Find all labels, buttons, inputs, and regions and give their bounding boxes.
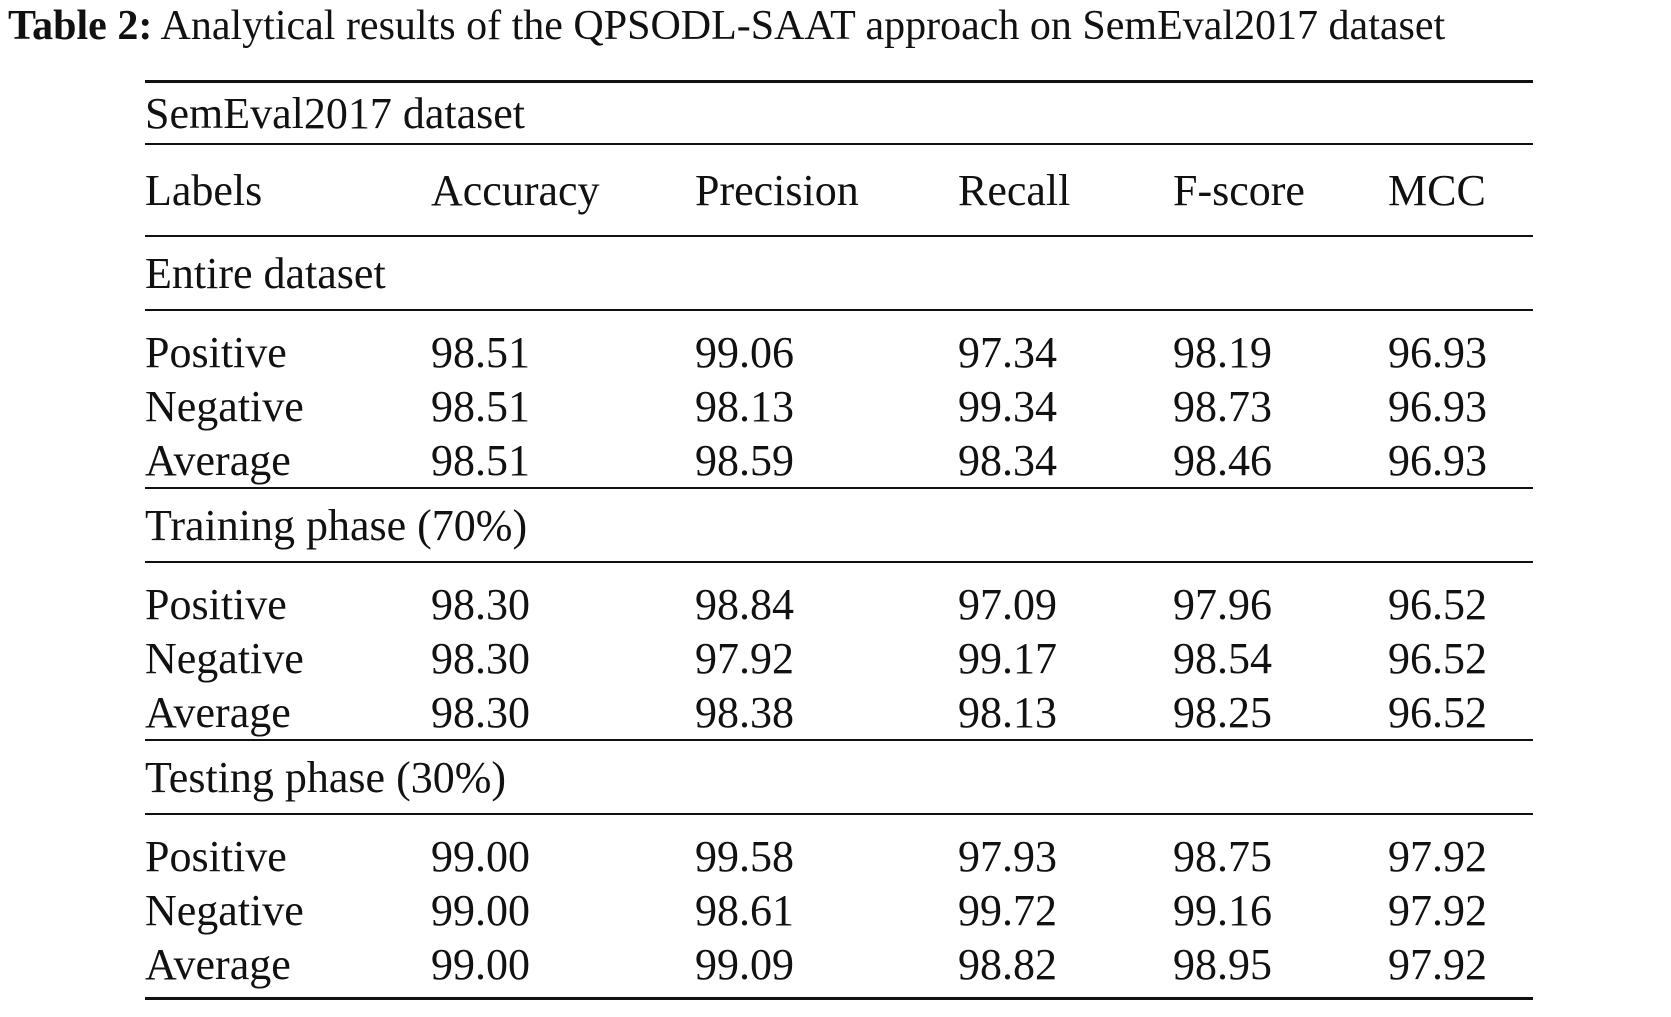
table-row: Average 98.51 98.59 98.34 98.46 96.93 — [145, 433, 1533, 488]
cell-mcc: 96.93 — [1388, 381, 1487, 431]
cell-recall: 99.34 — [958, 381, 1057, 431]
cell-recall: 98.13 — [958, 687, 1057, 737]
cell-f-score: 98.54 — [1173, 633, 1272, 683]
row-label: Positive — [145, 831, 287, 881]
table-row: Positive 99.00 99.58 97.93 98.75 97.92 — [145, 814, 1533, 883]
cell-accuracy: 98.51 — [431, 381, 530, 431]
row-label: Average — [145, 687, 291, 737]
row-label: Average — [145, 939, 291, 989]
column-header-labels: Labels — [145, 143, 431, 237]
row-label: Negative — [145, 633, 304, 683]
cell-accuracy: 98.51 — [431, 327, 530, 377]
cell-accuracy: 98.51 — [431, 435, 530, 485]
row-label: Positive — [145, 327, 287, 377]
section-row-testing-phase: Testing phase (30%) — [145, 739, 1534, 815]
cell-mcc: 96.93 — [1388, 435, 1487, 485]
cell-recall: 97.34 — [958, 327, 1057, 377]
cell-recall: 97.09 — [958, 579, 1057, 629]
table-row: Positive 98.30 98.84 97.09 97.96 96.52 — [145, 562, 1533, 631]
cell-mcc: 96.52 — [1388, 579, 1487, 629]
row-label: Negative — [145, 885, 304, 935]
cell-f-score: 97.96 — [1173, 579, 1272, 629]
cell-precision: 98.38 — [695, 687, 794, 737]
column-header-mcc: MCC — [1388, 143, 1534, 237]
cell-precision: 98.59 — [695, 435, 794, 485]
cell-f-score: 98.46 — [1173, 435, 1272, 485]
cell-mcc: 97.92 — [1388, 939, 1487, 989]
header-row: Labels Accuracy Precision Recall F-score… — [145, 143, 1534, 237]
cell-accuracy: 99.00 — [431, 885, 530, 935]
cell-recall: 98.34 — [958, 435, 1057, 485]
cell-recall: 99.17 — [958, 633, 1057, 683]
section-row-training-phase: Training phase (70%) — [145, 487, 1534, 563]
cell-precision: 98.84 — [695, 579, 794, 629]
cell-mcc: 96.52 — [1388, 633, 1487, 683]
cell-recall: 99.72 — [958, 885, 1057, 935]
cell-precision: 98.61 — [695, 885, 794, 935]
table-row: Negative 99.00 98.61 99.72 99.16 97.92 — [145, 883, 1533, 937]
cell-accuracy: 98.30 — [431, 579, 530, 629]
cell-precision: 99.58 — [695, 831, 794, 881]
cell-f-score: 98.73 — [1173, 381, 1272, 431]
column-header-f-score: F-score — [1173, 143, 1388, 237]
column-header-precision: Precision — [695, 143, 958, 237]
cell-f-score: 98.95 — [1173, 939, 1272, 989]
cell-f-score: 98.19 — [1173, 327, 1272, 377]
cell-f-score: 98.25 — [1173, 687, 1272, 737]
table-row: Negative 98.30 97.92 99.17 98.54 96.52 — [145, 631, 1533, 685]
table-row: Negative 98.51 98.13 99.34 98.73 96.93 — [145, 379, 1533, 433]
column-header-accuracy: Accuracy — [431, 143, 695, 237]
cell-precision: 98.13 — [695, 381, 794, 431]
cell-mcc: 96.93 — [1388, 327, 1487, 377]
row-label: Average — [145, 435, 291, 485]
results-table-container: SemEval2017 dataset Labels Accuracy Prec… — [145, 80, 1534, 1000]
cell-mcc: 96.52 — [1388, 687, 1487, 737]
section-row-entire-dataset: Entire dataset — [145, 236, 1534, 311]
table-row: Average 99.00 99.09 98.82 98.95 97.92 — [145, 937, 1533, 991]
cell-accuracy: 99.00 — [431, 831, 530, 881]
row-label: Positive — [145, 579, 287, 629]
cell-f-score: 99.16 — [1173, 885, 1272, 935]
cell-precision: 97.92 — [695, 633, 794, 683]
cell-accuracy: 98.30 — [431, 633, 530, 683]
cell-mcc: 97.92 — [1388, 885, 1487, 935]
table-caption: Table 2: Analytical results of the QPSOD… — [8, 0, 1445, 52]
dataset-title-row: SemEval2017 dataset — [145, 80, 1534, 144]
dataset-title: SemEval2017 dataset — [145, 80, 1534, 144]
results-table: SemEval2017 dataset Labels Accuracy Prec… — [145, 80, 1534, 1000]
cell-precision: 99.06 — [695, 327, 794, 377]
cell-f-score: 98.75 — [1173, 831, 1272, 881]
section-title: Training phase (70%) — [145, 487, 1534, 563]
caption-label: Table 2: — [8, 3, 153, 49]
section-title: Entire dataset — [145, 236, 1534, 311]
table-row: Positive 98.51 99.06 97.34 98.19 96.93 — [145, 310, 1533, 379]
table-row: Average 98.30 98.38 98.13 98.25 96.52 — [145, 685, 1533, 740]
cell-precision: 99.09 — [695, 939, 794, 989]
table-bottom-rule — [145, 991, 1534, 1000]
cell-accuracy: 98.30 — [431, 687, 530, 737]
cell-recall: 97.93 — [958, 831, 1057, 881]
cell-recall: 98.82 — [958, 939, 1057, 989]
column-header-recall: Recall — [958, 143, 1173, 237]
caption-text: Analytical results of the QPSODL-SAAT ap… — [160, 3, 1446, 49]
cell-accuracy: 99.00 — [431, 939, 530, 989]
cell-mcc: 97.92 — [1388, 831, 1487, 881]
row-label: Negative — [145, 381, 304, 431]
section-title: Testing phase (30%) — [145, 739, 1534, 815]
